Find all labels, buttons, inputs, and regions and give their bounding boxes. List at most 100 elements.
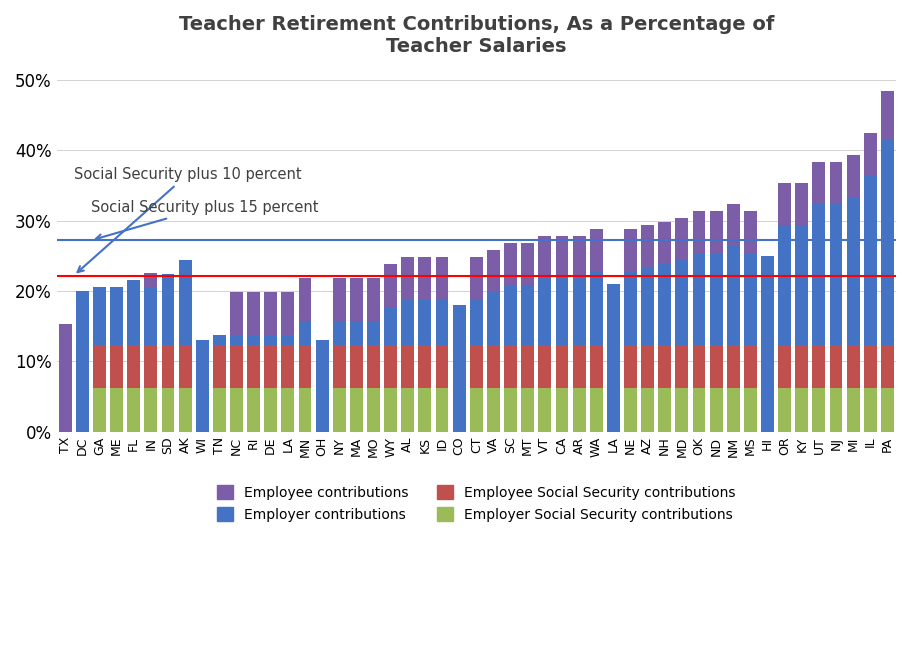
Bar — [538, 279, 551, 344]
Bar — [846, 344, 860, 388]
Bar — [727, 204, 740, 246]
Bar — [692, 388, 705, 432]
Bar — [813, 388, 825, 432]
Bar — [418, 344, 431, 388]
Bar — [881, 344, 894, 388]
Bar — [402, 258, 415, 299]
Bar — [487, 388, 500, 432]
Bar — [333, 320, 345, 344]
Bar — [573, 279, 586, 344]
Bar — [864, 175, 876, 344]
Bar — [710, 253, 722, 344]
Bar — [864, 134, 876, 175]
Bar — [367, 344, 380, 388]
Bar — [367, 388, 380, 432]
Bar — [453, 305, 466, 432]
Bar — [846, 197, 860, 344]
Text: Social Security plus 15 percent: Social Security plus 15 percent — [91, 200, 318, 240]
Bar — [846, 154, 860, 197]
Bar — [761, 256, 774, 432]
Bar — [813, 162, 825, 204]
Bar — [624, 388, 637, 432]
Bar — [58, 324, 72, 432]
Bar — [624, 344, 637, 388]
Bar — [573, 388, 586, 432]
Bar — [778, 388, 791, 432]
Bar — [161, 274, 174, 344]
Text: Social Security plus 10 percent: Social Security plus 10 percent — [74, 167, 302, 272]
Bar — [538, 344, 551, 388]
Bar — [110, 344, 123, 388]
Bar — [281, 335, 294, 344]
Bar — [110, 287, 123, 344]
Bar — [93, 344, 106, 388]
Bar — [881, 388, 894, 432]
Bar — [556, 344, 568, 388]
Bar — [795, 344, 808, 388]
Bar — [161, 344, 174, 388]
Bar — [230, 293, 243, 335]
Bar — [727, 388, 740, 432]
Bar — [196, 340, 209, 432]
Bar — [179, 344, 191, 388]
Bar — [145, 273, 158, 287]
Bar — [333, 344, 345, 388]
Bar — [692, 344, 705, 388]
Bar — [264, 293, 277, 335]
Bar — [692, 211, 705, 253]
Bar — [727, 246, 740, 344]
Title: Teacher Retirement Contributions, As a Percentage of
Teacher Salaries: Teacher Retirement Contributions, As a P… — [179, 15, 774, 56]
Bar — [179, 388, 191, 432]
Bar — [470, 299, 483, 344]
Bar — [93, 388, 106, 432]
Bar — [333, 388, 345, 432]
Bar — [778, 183, 791, 225]
Bar — [145, 388, 158, 432]
Bar — [367, 320, 380, 344]
Bar — [556, 236, 568, 279]
Bar — [435, 344, 448, 388]
Bar — [281, 293, 294, 335]
Bar — [230, 344, 243, 388]
Bar — [470, 388, 483, 432]
Bar — [487, 250, 500, 293]
Bar — [538, 388, 551, 432]
Bar — [573, 344, 586, 388]
Bar — [128, 344, 140, 388]
Bar — [521, 344, 534, 388]
Bar — [316, 340, 329, 432]
Bar — [641, 267, 654, 344]
Bar — [795, 183, 808, 225]
Bar — [350, 344, 363, 388]
Bar — [402, 388, 415, 432]
Bar — [145, 344, 158, 388]
Bar — [247, 344, 260, 388]
Bar — [778, 225, 791, 344]
Bar — [727, 344, 740, 388]
Bar — [692, 253, 705, 344]
Bar — [659, 388, 671, 432]
Bar — [145, 287, 158, 344]
Bar — [435, 388, 448, 432]
Bar — [881, 91, 894, 140]
Bar — [76, 291, 88, 432]
Legend: Employee contributions, Employer contributions, Employee Social Security contrib: Employee contributions, Employer contrib… — [211, 479, 742, 527]
Bar — [641, 388, 654, 432]
Bar — [521, 388, 534, 432]
Bar — [384, 307, 397, 344]
Bar — [247, 293, 260, 335]
Bar — [795, 388, 808, 432]
Bar — [281, 388, 294, 432]
Bar — [641, 344, 654, 388]
Bar — [881, 140, 894, 344]
Bar — [521, 285, 534, 344]
Bar — [589, 271, 603, 344]
Bar — [110, 388, 123, 432]
Bar — [813, 344, 825, 388]
Bar — [589, 388, 603, 432]
Bar — [795, 225, 808, 344]
Bar — [402, 344, 415, 388]
Bar — [830, 204, 843, 344]
Bar — [864, 344, 876, 388]
Bar — [487, 293, 500, 344]
